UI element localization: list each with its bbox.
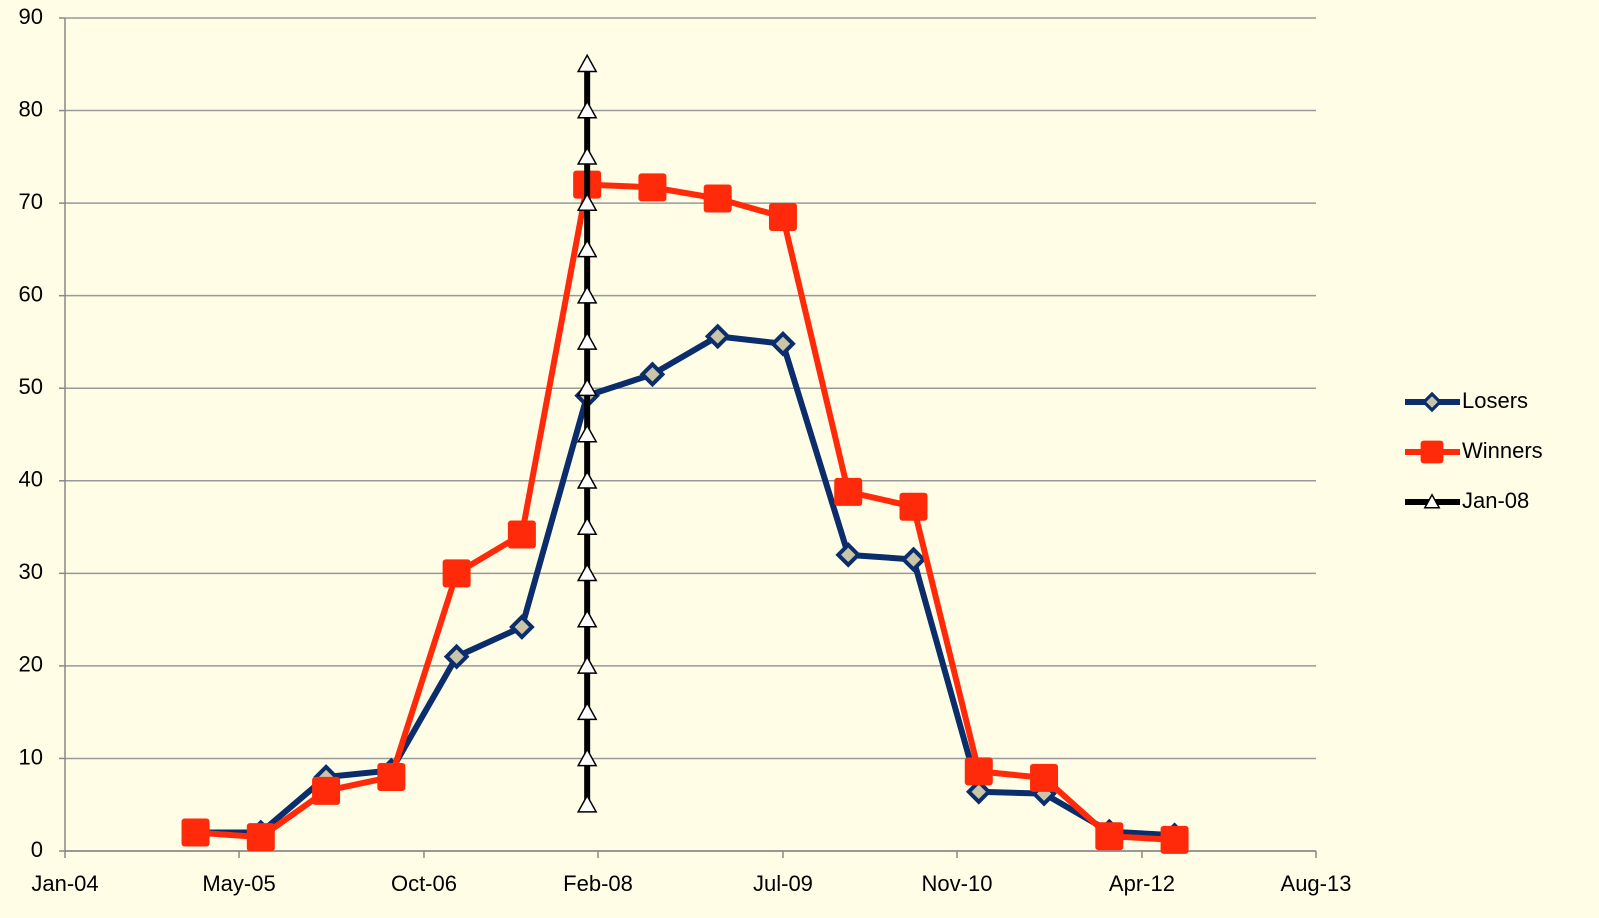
marker <box>638 173 667 202</box>
marker <box>1095 822 1124 851</box>
marker <box>246 823 275 852</box>
marker <box>312 776 341 805</box>
legend-marker <box>1423 493 1441 509</box>
marker <box>703 184 732 213</box>
legend-label: Losers <box>1462 388 1528 413</box>
marker <box>639 361 666 388</box>
marker <box>576 747 598 767</box>
marker <box>965 778 992 805</box>
marker <box>576 377 598 397</box>
marker <box>576 100 598 119</box>
marker <box>964 757 993 786</box>
marker <box>770 330 796 357</box>
legend-label: Winners <box>1462 438 1543 463</box>
marker <box>507 520 536 549</box>
series-line <box>195 181 1175 843</box>
marker <box>443 643 470 670</box>
y-tick-label: 40 <box>19 467 43 492</box>
x-tick-label: Apr-12 <box>1109 871 1175 896</box>
marker <box>576 655 598 674</box>
marker <box>576 794 598 813</box>
series-line <box>195 333 1175 839</box>
y-tick-label: 90 <box>19 4 43 29</box>
marker <box>509 614 535 640</box>
legend-label: Jan-08 <box>1462 488 1529 513</box>
x-tick-label: Aug-13 <box>1281 871 1352 896</box>
x-tick-label: Nov-10 <box>922 871 993 896</box>
y-tick-label: 80 <box>19 96 43 121</box>
marker <box>834 477 863 506</box>
marker <box>576 192 598 212</box>
legend-marker <box>1420 440 1444 464</box>
y-tick-label: 0 <box>31 837 43 862</box>
marker <box>899 492 928 521</box>
marker <box>576 146 598 165</box>
marker <box>835 541 862 568</box>
marker <box>576 609 598 628</box>
marker <box>900 546 927 573</box>
marker <box>576 423 598 443</box>
marker <box>442 559 471 588</box>
x-tick-label: Oct-06 <box>391 871 457 896</box>
y-tick-label: 30 <box>19 559 43 584</box>
y-tick-label: 10 <box>19 744 43 769</box>
x-tick-label: Feb-08 <box>563 871 633 896</box>
marker <box>576 331 598 350</box>
x-tick-label: Jul-09 <box>753 871 813 896</box>
marker <box>181 818 210 847</box>
marker <box>576 470 598 489</box>
marker <box>576 285 598 304</box>
marker <box>768 202 797 231</box>
y-tick-label: 70 <box>19 189 43 214</box>
marker <box>576 53 598 73</box>
x-tick-label: May-05 <box>202 871 275 896</box>
y-tick-label: 50 <box>19 374 43 399</box>
y-tick-label: 20 <box>19 652 43 677</box>
marker <box>1030 763 1059 792</box>
marker <box>377 762 406 791</box>
x-tick-label: Jan-04 <box>31 871 98 896</box>
marker <box>704 323 731 350</box>
marker <box>576 562 598 582</box>
marker <box>576 701 598 721</box>
marker <box>576 516 598 536</box>
marker <box>1160 825 1189 854</box>
legend-marker <box>1421 391 1443 413</box>
marker <box>576 238 598 258</box>
y-tick-label: 60 <box>19 281 43 306</box>
